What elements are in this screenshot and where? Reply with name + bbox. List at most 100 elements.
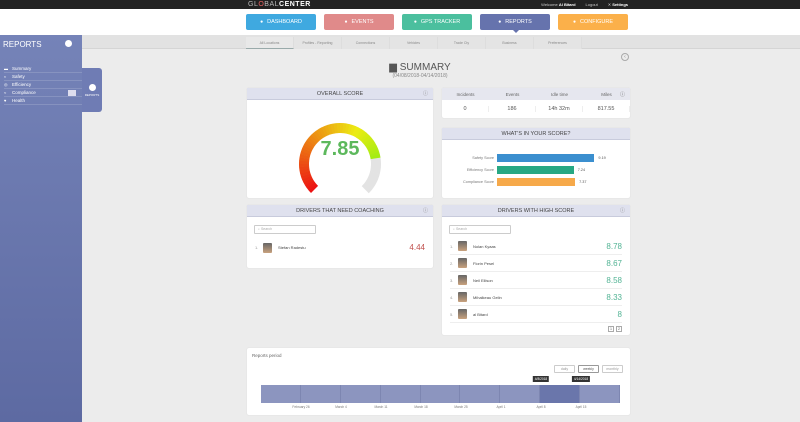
- reports-flyout[interactable]: REPORTS: [82, 68, 102, 112]
- subtab[interactable]: Vehicles: [390, 37, 438, 49]
- subtab[interactable]: Business: [486, 37, 534, 49]
- driver-rank: 5.: [450, 311, 454, 317]
- high-score-panel: DRIVERS WITH HIGH SCORE ⓘ ⌕ Search 1. Nola…: [442, 205, 630, 335]
- avatar: [458, 258, 467, 268]
- sidebar-item-health[interactable]: ♥ Health: [4, 97, 82, 105]
- pie-chart-icon[interactable]: [65, 40, 72, 47]
- nav-dashboard[interactable]: ● DASHBOARD: [246, 14, 316, 30]
- settings-link[interactable]: ✕ Settings: [607, 2, 628, 7]
- summary-header: ▆ SUMMARY (04/08/2018-04/14/2018): [340, 62, 500, 79]
- gauge-fill-segment: [303, 177, 314, 186]
- page-2-button[interactable]: 2: [616, 326, 622, 332]
- warning-icon: ●: [344, 19, 348, 25]
- score-bar: [497, 177, 576, 186]
- nav-reports[interactable]: ● REPORTS: [480, 14, 550, 33]
- gauge-track-segment: [361, 184, 372, 194]
- nav-label: REPORTS: [505, 19, 532, 25]
- driver-row[interactable]: 1. Stefan Radestu 4.44: [255, 239, 425, 256]
- high-score-search-input[interactable]: ⌕ Search: [449, 225, 511, 234]
- reports-period-panel: Reports period daily weekly monthly Febr…: [247, 348, 630, 415]
- welcome-text: Welcome Al Bitard: [541, 2, 576, 7]
- timeline-week[interactable]: [580, 385, 621, 403]
- score-gauge: [299, 123, 381, 194]
- gauge-fill-segment: [313, 130, 323, 141]
- driver-score: 8.78: [606, 241, 622, 251]
- logout-link[interactable]: Logout: [585, 2, 598, 7]
- timeline-week[interactable]: [421, 385, 461, 403]
- back-button[interactable]: ‹: [621, 53, 629, 61]
- subtabs: All Locations Profiles - Reporting Connect…: [246, 37, 582, 49]
- score-bar-row: Compliance Score 7.37: [442, 177, 587, 186]
- info-icon[interactable]: ⓘ: [619, 208, 625, 214]
- driver-row[interactable]: 3. Neil Ellison 8.58: [450, 272, 622, 289]
- page-1-button[interactable]: 1: [608, 326, 614, 332]
- timeline-week[interactable]: [540, 385, 581, 403]
- timeline-week[interactable]: [500, 385, 541, 403]
- gauge-track-segment: [367, 175, 378, 183]
- timeline-tick-label: April 1: [496, 405, 506, 409]
- timeline-week[interactable]: [261, 385, 301, 403]
- driver-score: 8.67: [606, 258, 622, 268]
- driver-row[interactable]: 4. Mihalkeau Gelin 8.33: [450, 289, 622, 306]
- driver-rank: 4.: [450, 294, 454, 300]
- gauge-fill-segment: [324, 124, 331, 136]
- stats-panel: Incidents Events Idle time Miles ⓘ 0 186 14h 3…: [442, 88, 630, 118]
- logo: GLOBALCENTER: [248, 1, 311, 8]
- driver-row[interactable]: 2. Florin Pesel 8.67: [450, 255, 622, 272]
- active-indicator: [513, 30, 519, 33]
- driver-score: 8.58: [606, 275, 622, 285]
- sidebar-item-safety[interactable]: ◐ Safety: [4, 73, 82, 81]
- stat-header: Miles: [601, 91, 612, 97]
- gauge-fill-segment: [349, 125, 357, 136]
- driver-name: al Bitard: [473, 311, 488, 317]
- driver-row[interactable]: 1. Nolan Kyaas 8.78: [450, 238, 622, 255]
- driver-name: Nolan Kyaas: [473, 243, 496, 249]
- driver-score: 4.44: [409, 243, 425, 252]
- coaching-panel: DRIVERS THAT NEED COACHING ⓘ ⌕ Search 1. S…: [247, 205, 433, 268]
- pie-chart-icon: ●: [498, 19, 502, 25]
- timeline-week[interactable]: [381, 385, 421, 403]
- gauge-fill-segment: [300, 173, 312, 180]
- gauge-track-segment: [369, 171, 380, 178]
- coaching-search-input[interactable]: ⌕ Search: [254, 225, 316, 234]
- score-bar: [497, 153, 595, 162]
- chart-icon: ▬: [4, 66, 8, 71]
- gauge-fill-segment: [315, 128, 325, 139]
- timeline-tick-label: April 15: [575, 405, 587, 409]
- sidebar-item-summary[interactable]: ▬ Summary: [4, 65, 82, 73]
- nav-gps-tracker[interactable]: ● GPS TRACKER: [402, 14, 472, 30]
- driver-row[interactable]: 5. al Bitard 8: [450, 306, 622, 323]
- nav-events[interactable]: ● EVENTS: [324, 14, 394, 30]
- panel-title: OVERALL SCORE: [316, 91, 364, 97]
- stat-value: 186: [489, 106, 536, 112]
- timeline-week[interactable]: [460, 385, 501, 403]
- info-icon[interactable]: ⓘ: [422, 91, 428, 97]
- monthly-button[interactable]: monthly: [602, 365, 623, 373]
- sidebar-item-compliance[interactable]: ≈ Compliance: [4, 89, 82, 97]
- daily-button[interactable]: daily: [554, 365, 575, 373]
- bar-label: Efficiency Score: [466, 167, 494, 172]
- driver-name: Mihalkeau Gelin: [473, 294, 502, 300]
- info-icon[interactable]: ⓘ: [619, 91, 625, 98]
- bar-value: 7.24: [577, 167, 586, 172]
- timeline-week[interactable]: [301, 385, 341, 403]
- subtab[interactable]: Profiles - Reporting: [294, 37, 342, 49]
- driver-score: 8.33: [606, 292, 622, 302]
- driver-rank: 3.: [450, 277, 454, 283]
- timeline-week[interactable]: [341, 385, 381, 403]
- driver-name: Neil Ellison: [473, 277, 493, 283]
- gauge-fill-segment: [344, 123, 350, 134]
- nav-configure[interactable]: ● CONFIGURE: [558, 14, 628, 30]
- sidebar-item-label: Health: [12, 98, 26, 103]
- checklist-icon: ≈: [4, 90, 7, 95]
- sidebar-item-efficiency[interactable]: ◎ Efficiency: [4, 81, 82, 89]
- gauge-fill-segment: [327, 124, 334, 135]
- gauge-fill-segment: [347, 124, 354, 135]
- subtab[interactable]: Trade Cty: [438, 37, 486, 49]
- info-icon[interactable]: ⓘ: [422, 208, 428, 214]
- subtab[interactable]: Connections: [342, 37, 390, 49]
- subtab[interactable]: Preferences: [534, 37, 582, 49]
- timeline[interactable]: [261, 385, 621, 403]
- weekly-button[interactable]: weekly: [578, 365, 599, 373]
- subtab[interactable]: All Locations: [246, 37, 294, 49]
